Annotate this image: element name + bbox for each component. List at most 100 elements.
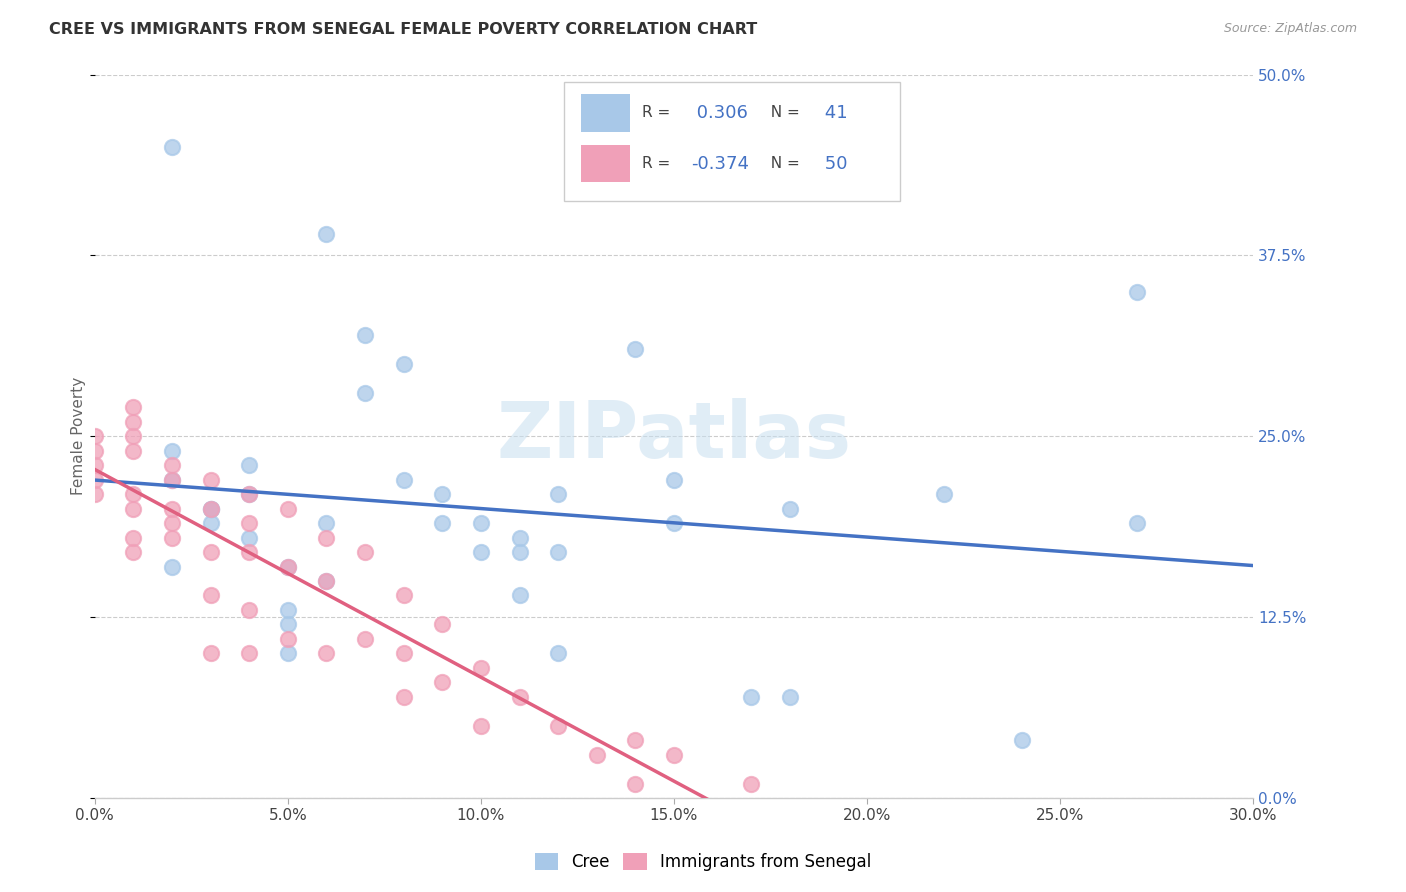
Point	[509, 545, 531, 559]
Point	[200, 589, 222, 603]
Point	[160, 559, 183, 574]
Point	[238, 487, 260, 501]
Y-axis label: Female Poverty: Female Poverty	[72, 377, 86, 495]
Text: R =: R =	[641, 105, 675, 120]
Point	[122, 401, 145, 415]
Text: Source: ZipAtlas.com: Source: ZipAtlas.com	[1223, 22, 1357, 36]
Point	[1011, 733, 1033, 747]
Point	[509, 531, 531, 545]
Point	[83, 487, 105, 501]
Point	[779, 690, 801, 704]
Point	[238, 516, 260, 530]
Point	[122, 501, 145, 516]
Point	[547, 646, 569, 660]
Point	[354, 632, 377, 646]
Point	[200, 501, 222, 516]
Point	[470, 545, 492, 559]
Point	[122, 531, 145, 545]
Text: 41: 41	[818, 103, 848, 122]
Point	[779, 501, 801, 516]
Text: 0.306: 0.306	[692, 103, 748, 122]
Point	[238, 487, 260, 501]
Point	[238, 531, 260, 545]
Point	[470, 661, 492, 675]
Text: ZIPatlas: ZIPatlas	[496, 399, 852, 475]
Point	[1126, 285, 1149, 299]
Point	[122, 429, 145, 443]
Point	[392, 473, 415, 487]
FancyBboxPatch shape	[581, 145, 630, 182]
Point	[585, 747, 607, 762]
Text: R =: R =	[641, 156, 675, 171]
Point	[200, 646, 222, 660]
Point	[547, 719, 569, 733]
Point	[200, 501, 222, 516]
Point	[160, 140, 183, 154]
Legend: Cree, Immigrants from Senegal: Cree, Immigrants from Senegal	[526, 845, 880, 880]
Point	[83, 443, 105, 458]
Point	[624, 776, 647, 790]
Point	[277, 603, 299, 617]
Point	[160, 516, 183, 530]
Point	[470, 516, 492, 530]
Point	[200, 516, 222, 530]
Point	[238, 646, 260, 660]
Point	[392, 690, 415, 704]
Point	[238, 603, 260, 617]
Point	[509, 690, 531, 704]
FancyBboxPatch shape	[581, 94, 630, 132]
Point	[200, 473, 222, 487]
Point	[354, 328, 377, 343]
Point	[432, 617, 454, 632]
Point	[277, 559, 299, 574]
Point	[740, 776, 762, 790]
Point	[315, 574, 337, 588]
Point	[122, 545, 145, 559]
Text: 50: 50	[818, 154, 848, 172]
Point	[662, 473, 685, 487]
Point	[1126, 516, 1149, 530]
Text: N =: N =	[761, 105, 804, 120]
Text: -0.374: -0.374	[692, 154, 749, 172]
Point	[392, 646, 415, 660]
Point	[160, 473, 183, 487]
Point	[200, 501, 222, 516]
Point	[315, 531, 337, 545]
Point	[354, 385, 377, 400]
Point	[740, 690, 762, 704]
Point	[122, 415, 145, 429]
Point	[392, 357, 415, 371]
Point	[509, 589, 531, 603]
Text: CREE VS IMMIGRANTS FROM SENEGAL FEMALE POVERTY CORRELATION CHART: CREE VS IMMIGRANTS FROM SENEGAL FEMALE P…	[49, 22, 758, 37]
Point	[160, 531, 183, 545]
Text: N =: N =	[761, 156, 804, 171]
Point	[470, 719, 492, 733]
Point	[354, 545, 377, 559]
Point	[392, 589, 415, 603]
Point	[547, 545, 569, 559]
Point	[83, 473, 105, 487]
Point	[432, 487, 454, 501]
Point	[160, 458, 183, 473]
Point	[277, 617, 299, 632]
Point	[432, 675, 454, 690]
Point	[315, 227, 337, 241]
Point	[432, 516, 454, 530]
Point	[238, 545, 260, 559]
Point	[315, 646, 337, 660]
Point	[277, 632, 299, 646]
Point	[662, 516, 685, 530]
Point	[160, 443, 183, 458]
Point	[315, 574, 337, 588]
Point	[122, 443, 145, 458]
Point	[934, 487, 956, 501]
Point	[122, 487, 145, 501]
Point	[200, 545, 222, 559]
Point	[547, 487, 569, 501]
Point	[624, 343, 647, 357]
FancyBboxPatch shape	[564, 82, 900, 201]
Point	[83, 429, 105, 443]
Point	[83, 458, 105, 473]
Point	[277, 559, 299, 574]
Point	[160, 473, 183, 487]
